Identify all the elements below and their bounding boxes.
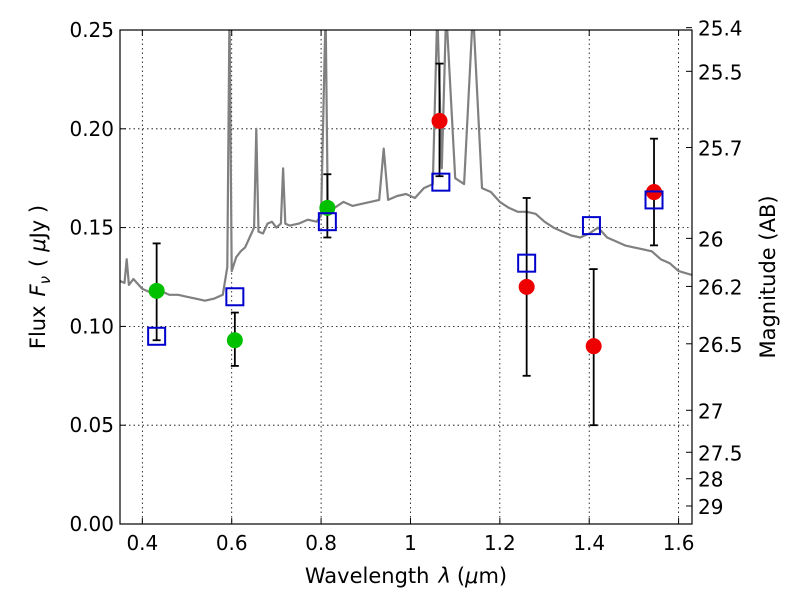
x-tick-label: 0.6 <box>216 531 248 555</box>
data-area <box>120 30 692 427</box>
y-tick-label: 0.00 <box>69 512 114 536</box>
model-photometry-point <box>147 326 167 346</box>
x-axis-unit-open: ( <box>457 564 465 588</box>
x-tick-label: 0.4 <box>126 531 158 555</box>
y2-tick-label: 26.2 <box>698 275 743 299</box>
model-spectrum-line <box>120 30 692 302</box>
grid <box>120 30 692 524</box>
y-axis-label: Flux <box>26 305 50 349</box>
nir-point <box>585 338 602 355</box>
y-tick-label: 0.25 <box>69 18 114 42</box>
optical-point <box>148 282 165 299</box>
nir-point <box>431 112 448 129</box>
x-tick-label: 1.2 <box>484 531 516 555</box>
x-tick-label: 1.4 <box>573 531 605 555</box>
model-photometry-point <box>317 212 337 232</box>
y2-tick-label: 29 <box>698 495 723 519</box>
y-tick-label: 0.15 <box>69 216 114 240</box>
y2-tick-label: 25.5 <box>698 60 743 84</box>
plot-frame <box>119 29 693 525</box>
x-axis-label: Wavelength <box>305 564 430 588</box>
y2-tick-label: 27.5 <box>698 441 743 465</box>
axis-ticks: 0.4 0.6 0.8 1 1.2 1.4 1.6 0.00 0.05 0.10 0.15 0.20 0… <box>69 17 742 555</box>
y2-tick-label: 25.4 <box>698 17 743 41</box>
y-tick-label: 0.10 <box>69 314 114 338</box>
model-photometry-point <box>644 190 664 210</box>
y-axis-title: Flux Fν ( μJy ) <box>26 205 54 349</box>
x-tick-label: 1.6 <box>663 531 695 555</box>
x-tick-label: 1 <box>404 531 417 555</box>
y2-tick-label: 26.5 <box>698 333 743 357</box>
y-axis-unit-open: ( <box>26 259 50 267</box>
y-tick-label: 0.05 <box>69 413 114 437</box>
x-axis-unit-mu: μ <box>464 564 478 588</box>
model-photometry-point <box>225 287 245 307</box>
x-axis-unit-rest: m) <box>478 564 507 588</box>
y-axis-unit-rest: Jy ) <box>26 205 50 241</box>
optical-point <box>319 199 336 216</box>
y2-axis-title: Magnitude (AB) <box>756 195 780 358</box>
y-axis-symbol: F <box>26 283 50 296</box>
y-tick-label: 0.20 <box>69 117 114 141</box>
model-photometry-point <box>517 253 537 273</box>
model-photometry-point <box>431 172 451 192</box>
x-axis-symbol: λ <box>437 564 450 588</box>
model-photometry-point <box>581 216 601 236</box>
y2-tick-label: 25.7 <box>698 136 743 160</box>
nir-point <box>518 278 535 295</box>
y2-tick-label: 26 <box>698 227 723 251</box>
y2-tick-label: 27 <box>698 399 723 423</box>
y-axis-unit-mu: μ <box>26 238 50 252</box>
x-axis-title: Wavelength λ (μm) <box>305 564 507 588</box>
optical-point <box>226 332 243 349</box>
y-axis-subscript: ν <box>36 276 54 284</box>
x-tick-label: 0.8 <box>305 531 337 555</box>
y2-tick-label: 28 <box>698 468 723 492</box>
